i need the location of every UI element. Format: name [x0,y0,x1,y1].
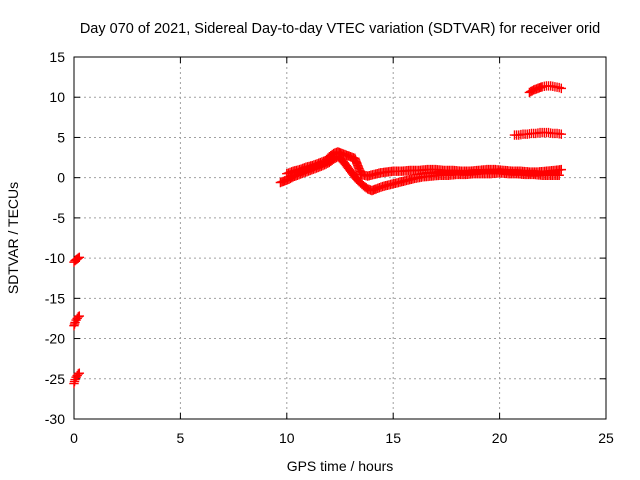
y-tick-label: 5 [57,129,65,145]
y-tick-label: -5 [53,210,66,226]
plot-frame [73,56,607,420]
x-tick-label: 25 [598,430,614,446]
data-point [556,83,567,94]
data-point [74,252,85,263]
y-tick-label: -30 [45,411,65,427]
y-tick-label: -10 [45,250,65,266]
x-tick-label: 10 [279,430,295,446]
y-tick-label: 15 [49,49,65,65]
y-tick-label: 10 [49,89,65,105]
data-point [74,368,85,378]
x-tick-label: 15 [385,430,401,446]
data-point [73,312,83,322]
y-axis-label: SDTVAR / TECUs [5,182,21,294]
y-tick-label: -25 [45,371,65,387]
x-tick-label: 20 [492,430,508,446]
data-point [556,129,567,139]
y-tick-label: -15 [45,290,65,306]
x-tick-label: 0 [70,430,78,446]
data-point [556,164,567,175]
chart-title: Day 070 of 2021, Sidereal Day-to-day VTE… [80,21,600,37]
x-axis-label: GPS time / hours [287,458,394,474]
series-arc-11tecu [524,81,567,98]
series-main-arc-upper [282,147,567,181]
series-early-arc-a [69,252,85,267]
grid-layer [74,57,606,419]
tick-layer: 0 5 10 15 20 25 -30 -25 -20 -15 -10 -5 0 5 10 15 [45,49,614,446]
data-point [73,253,83,263]
series-layer [69,81,567,389]
series-early-arc-c [69,368,85,389]
series-early-arc-b [69,311,85,331]
data-point [74,311,85,321]
data-point [73,369,83,379]
x-tick-label: 5 [177,430,185,446]
series-arc-5tecu [509,127,567,140]
y-tick-label: 0 [57,170,65,186]
y-tick-label: -20 [45,331,65,347]
